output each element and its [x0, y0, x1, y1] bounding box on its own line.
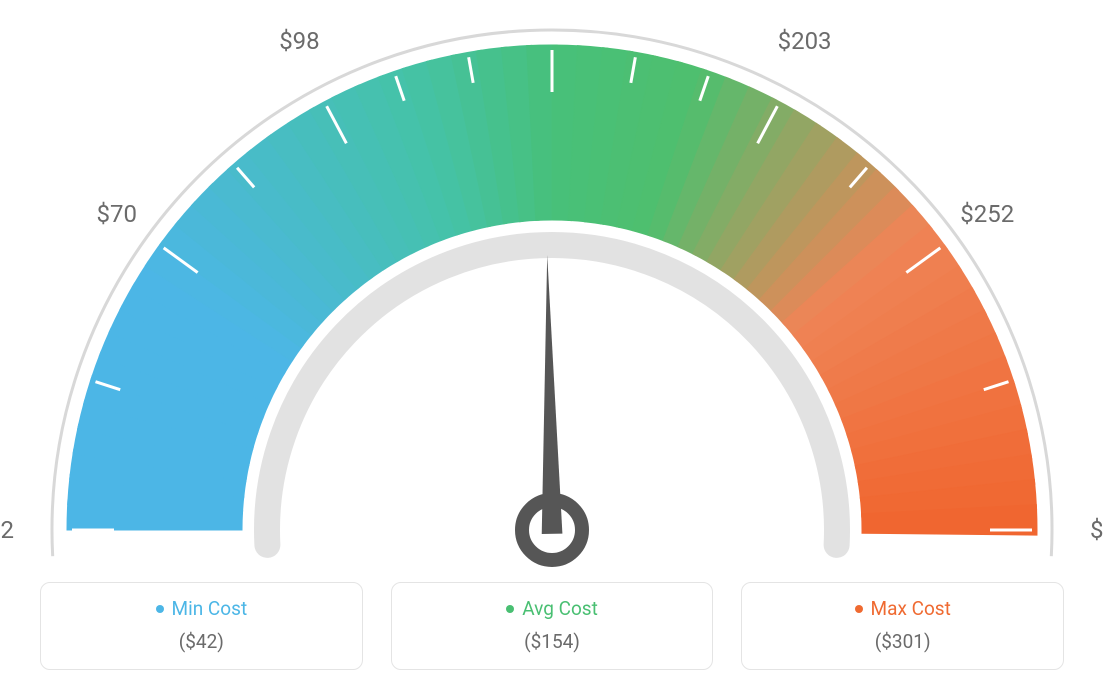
gauge-tick-label: $70	[97, 200, 137, 228]
gauge-tick-label: $203	[778, 27, 832, 55]
legend-value: ($154)	[402, 630, 703, 653]
legend-card: Max Cost ($301)	[741, 582, 1064, 670]
legend-dot-icon	[156, 605, 164, 613]
gauge-tick-label: $98	[279, 27, 319, 55]
legend-value: ($42)	[51, 630, 352, 653]
legend-title: Avg Cost	[522, 597, 598, 620]
gauge-tick-label: $301	[1090, 516, 1104, 544]
gauge-tick-label: $42	[0, 516, 14, 544]
legend-title: Min Cost	[172, 597, 248, 620]
legend-dot-icon	[506, 605, 514, 613]
legend-value: ($301)	[752, 630, 1053, 653]
legend-card: Min Cost ($42)	[40, 582, 363, 670]
legend-row: Min Cost ($42) Avg Cost ($154) Max Cost ($301…	[40, 582, 1064, 670]
legend-dot-icon	[855, 605, 863, 613]
gauge-chart: $42$70$98$154$203$252$301	[0, 0, 1104, 570]
gauge-tick-label: $252	[960, 200, 1014, 228]
legend-card: Avg Cost ($154)	[391, 582, 714, 670]
legend-title-row: Min Cost	[51, 597, 352, 620]
legend-title: Max Cost	[871, 597, 951, 620]
legend-title-row: Avg Cost	[402, 597, 703, 620]
legend-title-row: Max Cost	[752, 597, 1053, 620]
gauge-svg	[0, 0, 1104, 570]
